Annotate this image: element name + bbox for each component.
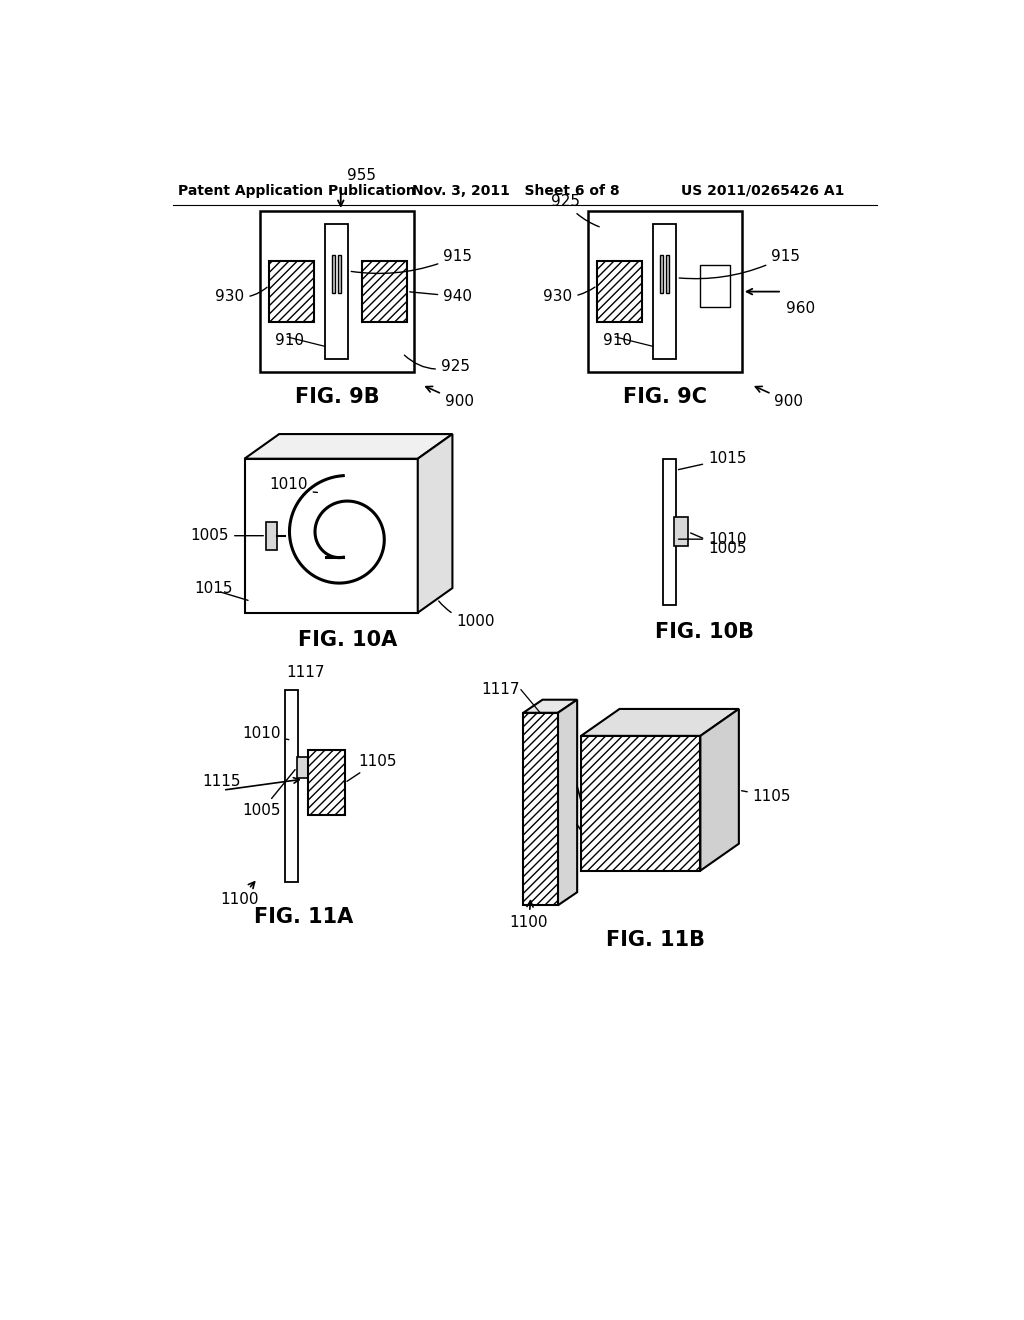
- Bar: [674, 517, 688, 546]
- Text: 960: 960: [785, 301, 815, 315]
- Text: FIG. 9C: FIG. 9C: [623, 387, 707, 407]
- Text: 1005: 1005: [243, 770, 295, 818]
- Polygon shape: [523, 700, 578, 713]
- Bar: [666, 255, 669, 293]
- Bar: [581, 737, 700, 871]
- Text: 915: 915: [351, 248, 472, 273]
- Text: 1010: 1010: [269, 478, 317, 492]
- Bar: [664, 459, 676, 605]
- Polygon shape: [418, 434, 453, 612]
- Bar: [266, 521, 276, 549]
- Polygon shape: [581, 709, 739, 737]
- Text: Patent Application Publication: Patent Application Publication: [178, 183, 416, 198]
- Bar: [307, 750, 345, 816]
- Bar: [333, 255, 336, 293]
- Polygon shape: [558, 700, 578, 906]
- Polygon shape: [700, 709, 739, 871]
- Bar: [260, 211, 414, 372]
- Text: 955: 955: [347, 168, 376, 183]
- Text: 910: 910: [603, 333, 633, 347]
- Text: 1100: 1100: [220, 882, 259, 907]
- Text: 925: 925: [551, 194, 599, 227]
- Text: FIG. 11B: FIG. 11B: [606, 931, 706, 950]
- Text: 925: 925: [404, 355, 470, 374]
- Text: 900: 900: [756, 387, 803, 409]
- Polygon shape: [245, 434, 453, 459]
- Bar: [588, 211, 742, 372]
- Text: FIG. 10B: FIG. 10B: [654, 622, 754, 642]
- Text: 915: 915: [679, 248, 800, 279]
- Bar: [245, 459, 418, 612]
- Text: 1105: 1105: [741, 789, 792, 804]
- Text: 930: 930: [215, 288, 267, 304]
- Text: FIG. 11A: FIG. 11A: [254, 907, 353, 927]
- Text: FIG. 10A: FIG. 10A: [298, 630, 397, 649]
- Text: 1100: 1100: [509, 900, 548, 929]
- Bar: [660, 255, 664, 293]
- Text: 940: 940: [410, 289, 472, 304]
- Bar: [653, 224, 677, 359]
- Bar: [700, 265, 730, 308]
- Bar: [269, 261, 313, 322]
- Text: Nov. 3, 2011   Sheet 6 of 8: Nov. 3, 2011 Sheet 6 of 8: [412, 183, 620, 198]
- Text: 1115: 1115: [202, 775, 241, 789]
- Bar: [523, 713, 558, 906]
- Bar: [285, 689, 298, 882]
- Text: US 2011/0265426 A1: US 2011/0265426 A1: [681, 183, 845, 198]
- Bar: [326, 224, 348, 359]
- Text: 1015: 1015: [679, 451, 746, 470]
- Text: 1010: 1010: [243, 726, 289, 742]
- Bar: [362, 261, 407, 322]
- Text: 910: 910: [275, 333, 304, 347]
- Text: 1005: 1005: [690, 533, 746, 556]
- Bar: [338, 255, 341, 293]
- Text: 1117: 1117: [481, 682, 519, 697]
- Text: 1010: 1010: [679, 532, 746, 546]
- Bar: [297, 756, 307, 779]
- Text: 1117: 1117: [286, 665, 325, 680]
- Text: 1005: 1005: [190, 528, 263, 544]
- Text: 1000: 1000: [438, 601, 495, 630]
- Text: FIG. 9B: FIG. 9B: [295, 387, 379, 407]
- Text: 1105: 1105: [347, 754, 397, 781]
- Bar: [597, 261, 642, 322]
- Text: 930: 930: [544, 286, 595, 304]
- Text: 1015: 1015: [195, 581, 233, 595]
- Text: 900: 900: [426, 387, 474, 409]
